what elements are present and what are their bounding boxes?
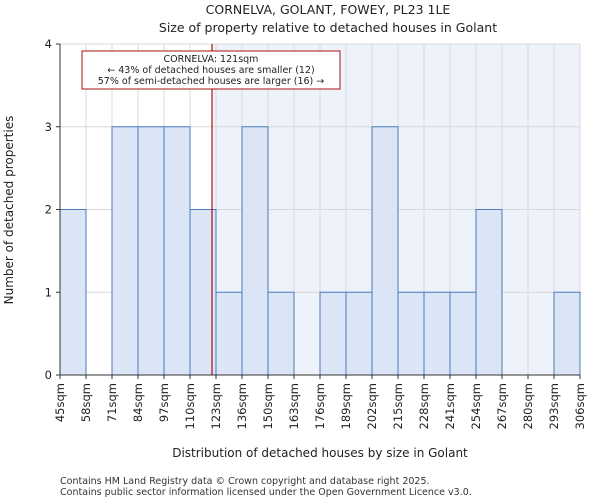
y-tick-label: 3	[45, 120, 52, 134]
x-tick-label: 176sqm	[313, 383, 327, 429]
x-tick-label: 97sqm	[157, 383, 171, 422]
y-axis-label: Number of detached properties	[2, 116, 16, 305]
annotation-line-2: ← 43% of detached houses are smaller (12…	[107, 65, 314, 76]
bar	[423, 291, 451, 376]
annotation-line-3: 57% of semi-detached houses are larger (…	[98, 76, 325, 87]
x-tick-label: 215sqm	[391, 383, 405, 429]
bars-layer	[59, 126, 581, 376]
x-tick-label: 202sqm	[365, 383, 379, 429]
bar	[449, 291, 477, 376]
bar	[475, 209, 503, 376]
x-tick-label: 45sqm	[53, 383, 67, 422]
annotation-line-1: CORNELVA: 121sqm	[164, 54, 259, 65]
x-tick-label: 228sqm	[417, 383, 431, 429]
bar	[137, 126, 165, 376]
x-tick-label: 150sqm	[261, 383, 275, 429]
x-tick-label: 306sqm	[573, 383, 587, 429]
annotation-border	[81, 50, 341, 90]
bar	[553, 291, 581, 376]
x-tick-label: 241sqm	[443, 383, 457, 429]
bar	[345, 291, 373, 376]
bar	[163, 126, 191, 376]
y-tick-label: 4	[45, 37, 52, 51]
bar	[111, 126, 139, 376]
x-tick-label: 71sqm	[105, 383, 119, 422]
bar	[59, 209, 87, 376]
x-tick-label: 189sqm	[339, 383, 353, 429]
y-tick-label: 0	[45, 368, 52, 382]
bar	[241, 126, 269, 376]
x-tick-label: 84sqm	[131, 383, 145, 422]
x-tick-label: 280sqm	[521, 383, 535, 429]
chart-subtitle: Size of property relative to detached ho…	[159, 20, 497, 35]
chart-title: CORNELVA, GOLANT, FOWEY, PL23 1LE	[206, 2, 451, 17]
x-tick-label: 267sqm	[495, 383, 509, 429]
footer-line-1: Contains HM Land Registry data © Crown c…	[60, 476, 430, 487]
y-tick-label: 2	[45, 203, 52, 217]
annotation-box: CORNELVA: 121sqm ← 43% of detached house…	[81, 50, 341, 90]
x-tick-label: 58sqm	[79, 383, 93, 422]
ticks-layer: 0 1 2 3 4 45sqm 58sqm 71sqm 84sqm 97sqm 110sqm 123s…	[45, 37, 587, 429]
x-tick-label: 110sqm	[183, 383, 197, 429]
bar	[371, 126, 399, 376]
x-tick-label: 123sqm	[209, 383, 223, 429]
y-tick-label: 1	[45, 285, 52, 299]
bar	[319, 291, 347, 376]
x-tick-label: 254sqm	[469, 383, 483, 429]
footer-line-2: Contains public sector information licen…	[60, 487, 472, 498]
bar	[397, 291, 425, 376]
x-tick-label: 163sqm	[287, 383, 301, 429]
x-axis-label: Distribution of detached houses by size …	[172, 446, 468, 460]
bar	[215, 291, 243, 376]
x-tick-label: 293sqm	[547, 383, 561, 429]
bar	[267, 291, 295, 376]
x-tick-label: 136sqm	[235, 383, 249, 429]
